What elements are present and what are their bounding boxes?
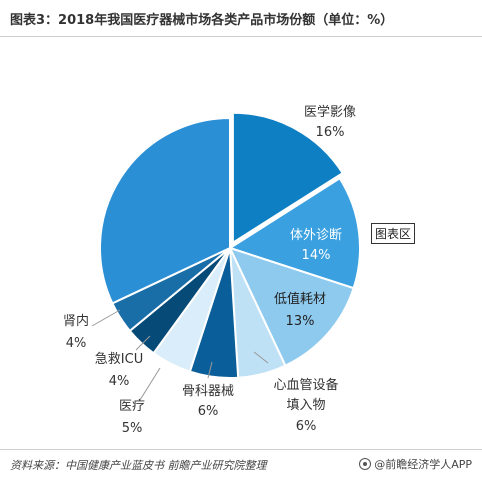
top-divider	[0, 36, 482, 37]
pie-slice-低值耗材	[228, 246, 355, 367]
pie-slice-其他	[99, 116, 231, 305]
label-value-医疗: 5%	[122, 421, 143, 436]
label-value-低值耗材: 13%	[286, 314, 315, 329]
label-value-心血管设备填入物: 6%	[296, 419, 317, 434]
leader-line	[207, 361, 213, 379]
label-name-体外诊断: 体外诊断	[290, 228, 342, 243]
label-name-心血管设备填入物-line1: 心血管设备	[273, 377, 338, 393]
brand-text: @前瞻经济学人APP	[374, 458, 472, 471]
chart-area-tag: 图表区	[371, 223, 416, 244]
label-value-骨科器械: 6%	[198, 404, 219, 419]
brand-logo-icon	[359, 458, 372, 470]
pie-slices	[99, 111, 361, 379]
label-name-肾内: 肾内	[63, 313, 89, 329]
leader-line	[135, 335, 151, 351]
label-name-急救ICU: 急救ICU	[95, 351, 143, 367]
label-name-低值耗材: 低值耗材	[274, 291, 326, 307]
leader-line	[91, 309, 121, 327]
label-name-医学影像: 医学影像	[304, 104, 356, 120]
label-value-医学影像: 16%	[316, 125, 345, 140]
label-value-其他: 32%	[84, 171, 113, 186]
pie-slice-医学影像	[231, 111, 345, 245]
leader-lines	[91, 309, 269, 401]
bottom-divider	[0, 449, 482, 450]
label-name-医疗: 医疗	[119, 399, 145, 414]
label-name-其他: 其他	[85, 149, 111, 164]
leader-line	[253, 351, 269, 364]
label-value-肾内: 4%	[66, 336, 87, 351]
source-note: 资料来源：中国健康产业蓝皮书 前瞻产业研究院整理	[10, 459, 267, 472]
pie-slice-体外诊断	[227, 176, 361, 290]
label-name-心血管设备填入物-line2: 填入物	[286, 398, 325, 413]
label-value-体外诊断: 14%	[302, 248, 331, 263]
chart-title: 图表3：2018年我国医疗器械市场各类产品市场份额（单位：%）	[10, 13, 394, 28]
leader-line	[139, 367, 161, 401]
label-value-急救ICU: 4%	[109, 374, 130, 389]
brand-credit: @前瞻经济学人APP	[359, 456, 472, 472]
label-name-骨科器械: 骨科器械	[182, 384, 234, 399]
